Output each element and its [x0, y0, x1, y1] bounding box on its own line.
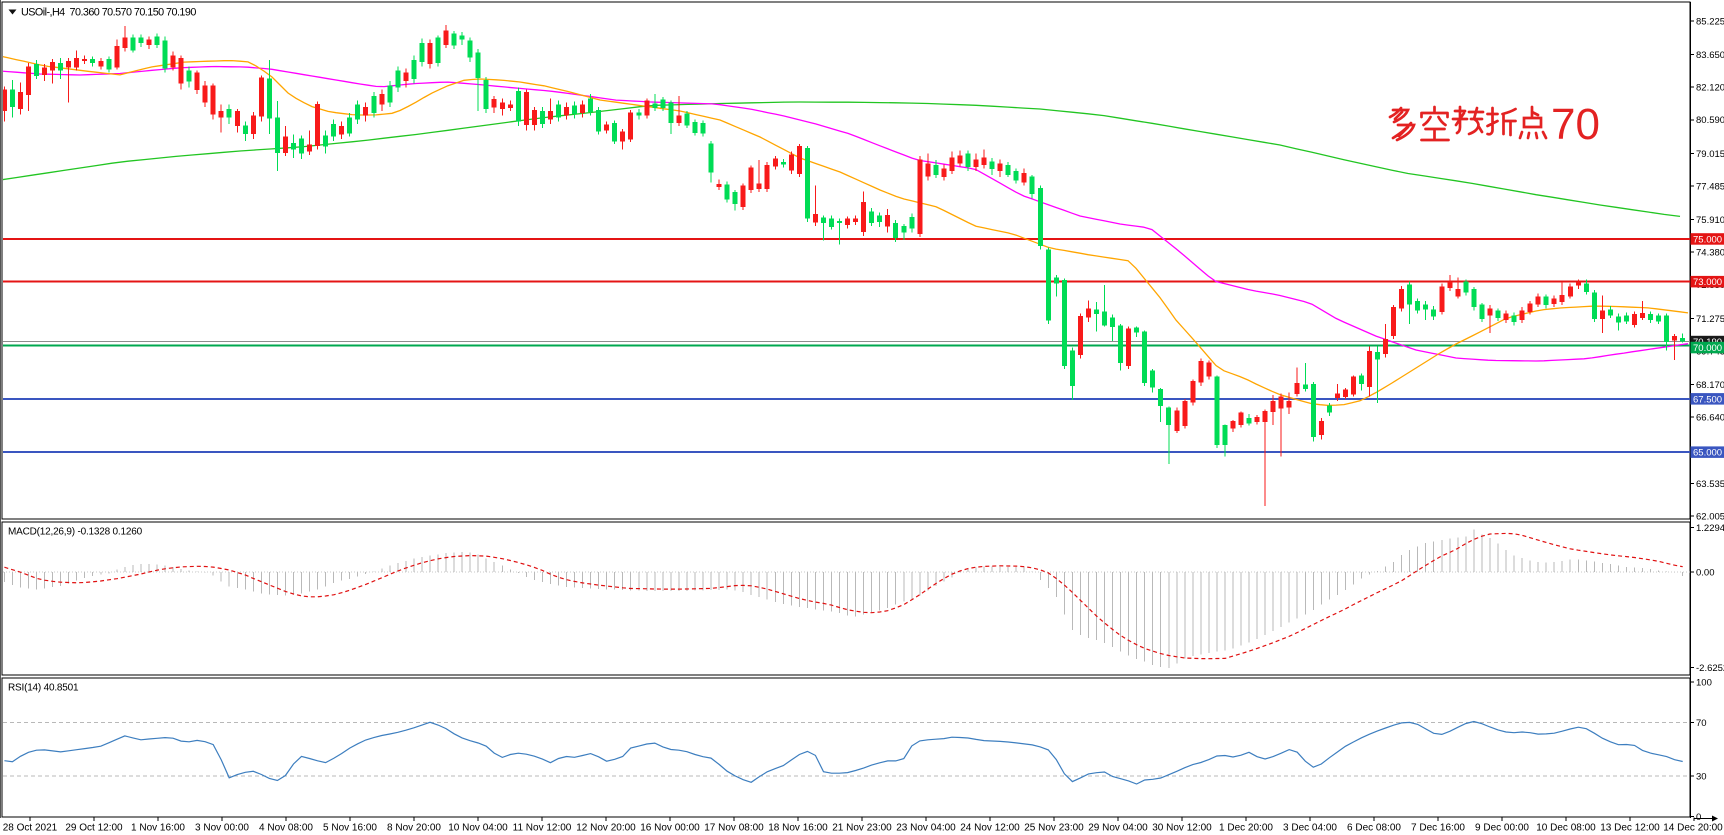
svg-text:RSI(14) 40.8501: RSI(14) 40.8501 [8, 683, 79, 694]
svg-text:-2.6252: -2.6252 [1696, 663, 1724, 674]
svg-text:0.00: 0.00 [1696, 567, 1715, 578]
svg-text:77.485: 77.485 [1696, 181, 1724, 192]
svg-text:66.640: 66.640 [1696, 413, 1724, 424]
svg-text:70.000: 70.000 [1693, 343, 1722, 354]
svg-text:23 Nov 04:00: 23 Nov 04:00 [896, 823, 956, 834]
svg-text:10 Nov 04:00: 10 Nov 04:00 [448, 823, 508, 834]
svg-text:13 Dec 12:00: 13 Dec 12:00 [1600, 823, 1660, 834]
svg-text:85.225: 85.225 [1696, 16, 1724, 27]
svg-text:24 Nov 12:00: 24 Nov 12:00 [960, 823, 1020, 834]
svg-text:30: 30 [1696, 772, 1707, 783]
svg-text:8 Nov 20:00: 8 Nov 20:00 [387, 823, 441, 834]
svg-text:67.500: 67.500 [1693, 394, 1722, 405]
svg-text:21 Nov 23:00: 21 Nov 23:00 [832, 823, 892, 834]
svg-text:3 Nov 00:00: 3 Nov 00:00 [195, 823, 249, 834]
svg-text:9 Dec 00:00: 9 Dec 00:00 [1475, 823, 1529, 834]
svg-text:63.535: 63.535 [1696, 479, 1724, 490]
svg-text:1 Nov 16:00: 1 Nov 16:00 [131, 823, 185, 834]
svg-text:74.380: 74.380 [1696, 248, 1724, 259]
svg-text:1 Dec 20:00: 1 Dec 20:00 [1219, 823, 1273, 834]
svg-text:7 Dec 16:00: 7 Dec 16:00 [1411, 823, 1465, 834]
svg-text:10 Dec 08:00: 10 Dec 08:00 [1536, 823, 1596, 834]
svg-text:65.000: 65.000 [1693, 448, 1722, 459]
svg-text:83.650: 83.650 [1696, 50, 1724, 61]
svg-text:82.120: 82.120 [1696, 83, 1724, 94]
svg-text:62.005: 62.005 [1696, 511, 1724, 522]
svg-text:75.910: 75.910 [1696, 215, 1724, 226]
svg-text:3 Dec 04:00: 3 Dec 04:00 [1283, 823, 1337, 834]
svg-text:11 Nov 12:00: 11 Nov 12:00 [513, 823, 572, 834]
svg-text:79.015: 79.015 [1696, 149, 1724, 160]
svg-text:71.275: 71.275 [1696, 314, 1724, 325]
svg-text:73.000: 73.000 [1693, 277, 1722, 288]
svg-text:17 Nov 08:00: 17 Nov 08:00 [704, 823, 764, 834]
svg-text:75.000: 75.000 [1693, 235, 1722, 246]
svg-text:0: 0 [1696, 812, 1701, 823]
svg-text:MACD(12,26,9) -0.1328 0.1260: MACD(12,26,9) -0.1328 0.1260 [8, 527, 143, 538]
svg-text:14 Dec 20:00: 14 Dec 20:00 [1663, 823, 1723, 834]
svg-text:5 Nov 16:00: 5 Nov 16:00 [323, 823, 377, 834]
svg-text:70: 70 [1551, 100, 1600, 149]
svg-text:USOil-,H4 70.360 70.570 70.15: USOil-,H4 70.360 70.570 70.150 70.190 [21, 7, 196, 19]
svg-text:16 Nov 00:00: 16 Nov 00:00 [640, 823, 700, 834]
svg-text:100: 100 [1696, 677, 1712, 688]
svg-text:1.2294: 1.2294 [1696, 523, 1724, 534]
svg-text:12 Nov 20:00: 12 Nov 20:00 [576, 823, 636, 834]
svg-text:68.170: 68.170 [1696, 380, 1724, 391]
svg-text:28 Oct 2021: 28 Oct 2021 [3, 823, 58, 834]
svg-text:4 Nov 08:00: 4 Nov 08:00 [259, 823, 313, 834]
svg-text:6 Dec 08:00: 6 Dec 08:00 [1347, 823, 1401, 834]
svg-text:29 Nov 04:00: 29 Nov 04:00 [1088, 823, 1148, 834]
svg-text:70: 70 [1696, 718, 1707, 729]
svg-text:25 Nov 23:00: 25 Nov 23:00 [1024, 823, 1084, 834]
svg-text:18 Nov 16:00: 18 Nov 16:00 [768, 823, 828, 834]
svg-text:29 Oct 12:00: 29 Oct 12:00 [65, 823, 123, 834]
svg-text:30 Nov 12:00: 30 Nov 12:00 [1152, 823, 1212, 834]
svg-text:80.590: 80.590 [1696, 115, 1724, 126]
